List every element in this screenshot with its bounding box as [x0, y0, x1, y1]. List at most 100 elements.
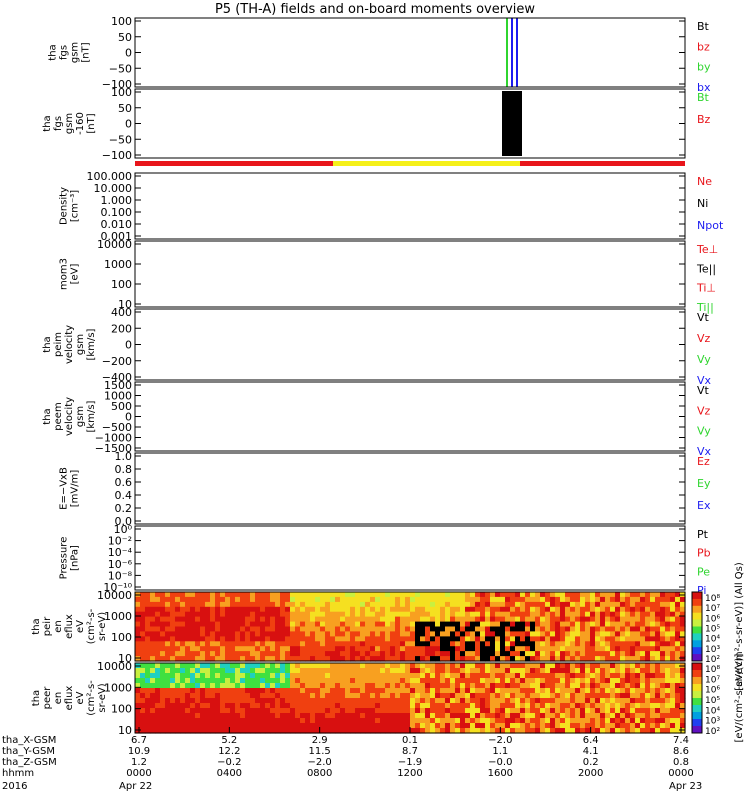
heatmap-cell — [420, 621, 426, 628]
heatmap-cell — [165, 636, 171, 642]
heatmap-cell — [170, 683, 176, 689]
y-axis-label: [km/s] — [86, 400, 97, 432]
colorbar-tick-label: 10³ — [705, 717, 720, 727]
heatmap-cell — [315, 596, 321, 603]
x-axis-year: 2016 — [2, 781, 27, 792]
heatmap-cell — [240, 668, 246, 674]
heatmap-cell — [435, 673, 441, 679]
heatmap-cell — [315, 631, 321, 637]
heatmap-cell — [570, 673, 576, 679]
heatmap-cell — [345, 683, 351, 689]
heatmap-cell — [625, 728, 631, 734]
heatmap-cell — [150, 641, 156, 647]
heatmap-cell — [585, 592, 591, 598]
heatmap-cell — [465, 636, 471, 642]
heatmap-cell — [455, 723, 461, 729]
heatmap-cell — [605, 708, 611, 714]
heatmap-cell — [515, 636, 521, 642]
heatmap-cell — [390, 673, 396, 679]
heatmap-cell — [415, 626, 421, 632]
heatmap-cell — [335, 616, 341, 623]
heatmap-cell — [365, 663, 371, 669]
heatmap-cell — [500, 621, 506, 628]
heatmap-cell — [180, 651, 186, 657]
heatmap-cell — [160, 656, 166, 662]
heatmap-cell — [595, 728, 601, 734]
heatmap-cell — [320, 703, 326, 709]
heatmap-cell — [150, 693, 156, 699]
heatmap-cell — [225, 728, 231, 734]
heatmap-cell — [320, 713, 326, 719]
heatmap-cell — [260, 668, 266, 674]
colorbar-segment — [692, 619, 702, 627]
legend-item: Vx — [697, 374, 712, 387]
heatmap-cell — [340, 708, 346, 714]
heatmap-cell — [350, 688, 356, 694]
heatmap-cell — [380, 651, 386, 657]
heatmap-cell — [325, 596, 331, 603]
heatmap-cell — [560, 592, 566, 598]
heatmap-cell — [275, 636, 281, 642]
heatmap-cell — [560, 641, 566, 647]
heatmap-cell — [645, 688, 651, 694]
heatmap-cell — [235, 728, 241, 734]
heatmap-cell — [395, 678, 401, 684]
heatmap-cell — [545, 673, 551, 679]
heatmap-cell — [345, 693, 351, 699]
heatmap-cell — [250, 728, 256, 734]
heatmap-cell — [455, 611, 461, 618]
heatmap-cell — [420, 693, 426, 699]
heatmap-cell — [500, 698, 506, 704]
heatmap-cell — [185, 616, 191, 623]
heatmap-cell — [375, 713, 381, 719]
heatmap-cell — [535, 708, 541, 714]
heatmap-cell — [285, 611, 291, 618]
heatmap-cell — [195, 693, 201, 699]
heatmap-cell — [410, 683, 416, 689]
heatmap-cell — [235, 636, 241, 642]
heatmap-cell — [675, 636, 681, 642]
colorbar-segment — [692, 592, 702, 600]
heatmap-cell — [240, 651, 246, 657]
heatmap-cell — [440, 601, 446, 608]
heatmap-cell — [180, 728, 186, 734]
heatmap-cell — [275, 668, 281, 674]
legend-item: Ne — [697, 175, 712, 188]
heatmap-cell — [450, 728, 456, 734]
heatmap-cell — [290, 678, 296, 684]
heatmap-cell — [280, 673, 286, 679]
x-axis-row-label: tha_Z-GSM — [2, 757, 57, 768]
heatmap-cell — [170, 641, 176, 647]
heatmap-cell — [395, 636, 401, 642]
heatmap-cell — [370, 708, 376, 714]
heatmap-cell — [675, 713, 681, 719]
heatmap-cell — [455, 683, 461, 689]
heatmap-cell — [150, 626, 156, 632]
heatmap-cell — [170, 592, 176, 598]
heatmap-cell — [410, 673, 416, 679]
heatmap-cell — [475, 626, 481, 632]
heatmap-cell — [650, 673, 656, 679]
heatmap-cell — [305, 708, 311, 714]
heatmap-cell — [390, 693, 396, 699]
heatmap-cell — [650, 693, 656, 699]
heatmap-cell — [405, 621, 411, 628]
heatmap-cell — [260, 683, 266, 689]
legend-item: Bt — [697, 20, 710, 33]
heatmap-cell — [235, 646, 241, 652]
heatmap-cell — [215, 703, 221, 709]
heatmap-cell — [360, 683, 366, 689]
heatmap-cell — [500, 616, 506, 623]
heatmap-cell — [445, 626, 451, 632]
heatmap-cell — [520, 611, 526, 618]
heatmap-cell — [340, 693, 346, 699]
heatmap-cell — [300, 626, 306, 632]
heatmap-cell — [550, 673, 556, 679]
heatmap-cell — [165, 698, 171, 704]
heatmap-cell — [300, 631, 306, 637]
heatmap-cell — [410, 728, 416, 734]
heatmap-cell — [565, 678, 571, 684]
heatmap-cell — [505, 668, 511, 674]
heatmap-cell — [415, 683, 421, 689]
heatmap-cell — [340, 621, 346, 628]
